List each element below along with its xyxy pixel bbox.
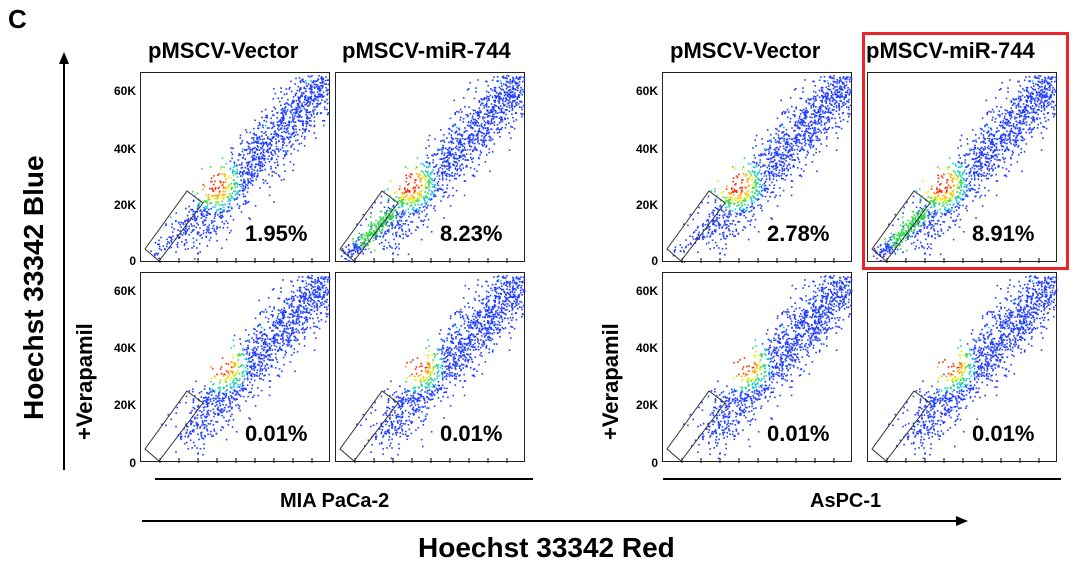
x-axis-arrow [142,516,968,526]
sp-gate [666,390,726,462]
sp-gate [871,190,931,262]
scatter-plot: 0.01% [867,272,1058,463]
scatter-plot-svg [666,275,853,463]
tick-label: 20K [113,398,136,412]
y-axis-title: Hoechst 33342 Blue [18,155,49,420]
group-underline-right [663,478,1061,480]
tick-label: 0 [651,254,658,268]
tick-label: 20K [635,198,658,212]
cell-line-label-1: MIA PaCa-2 [280,490,390,512]
column-title-2: pMSCV-miR-744 [342,38,511,63]
tick-label: 40K [635,142,658,156]
cell-line-label-2: AsPC-1 [810,490,882,512]
scatter-plot-svg [144,275,331,463]
sp-gate [871,390,931,462]
tick-label: 40K [113,341,136,355]
scatter-plot: 0.01% [335,272,526,463]
scatter-plot-svg [871,75,1058,263]
side-population-percent: 0.01% [440,421,503,446]
row-label-verapamil-left: +Verapamil [72,323,97,440]
panel-label: C [8,4,27,34]
tick-label: 0 [129,456,136,470]
row-label-verapamil-right: +Verapamil [598,323,623,440]
scatter-plot: 1.95% [140,72,330,263]
scatter-plot-svg [666,75,853,263]
side-population-percent: 0.01% [767,421,830,446]
group-underline-left [155,478,533,480]
side-population-percent: 1.95% [245,221,308,246]
tick-label: 60K [113,84,136,98]
side-population-percent: 8.23% [440,221,503,246]
tick-label: 20K [635,398,658,412]
scatter-plot-svg [339,75,526,263]
side-population-percent: 8.91% [972,221,1035,246]
tick-label: 0 [651,456,658,470]
scatter-plot: 0.01% [662,272,853,463]
scatter-plot-svg [339,275,526,463]
side-population-percent: 2.78% [767,221,830,246]
x-axis-title: Hoechst 33342 Red [418,532,675,563]
sp-gate [144,390,204,462]
tick-label: 60K [635,84,658,98]
side-population-percent: 0.01% [245,421,308,446]
sp-gate [339,190,399,262]
scatter-plot: 8.91% [867,72,1058,263]
column-title-4: pMSCV-miR-744 [866,38,1035,63]
tick-label: 20K [113,198,136,212]
scatter-plot: 2.78% [662,72,853,263]
y-axis-arrow [59,52,69,470]
column-title-1: pMSCV-Vector [148,38,299,63]
tick-label: 60K [635,284,658,298]
scatter-plot: 8.23% [335,72,526,263]
sp-gate [666,190,726,262]
tick-label: 40K [635,341,658,355]
tick-label: 40K [113,142,136,156]
scatter-plot-svg [144,75,330,263]
tick-label: 0 [129,254,136,268]
side-population-percent: 0.01% [972,421,1035,446]
highlight-box [862,32,1069,270]
tick-label: 60K [113,284,136,298]
column-title-3: pMSCV-Vector [670,38,821,63]
scatter-plot-svg [871,275,1058,463]
sp-gate [339,390,399,462]
scatter-plot: 0.01% [140,272,331,463]
sp-gate [144,190,204,262]
